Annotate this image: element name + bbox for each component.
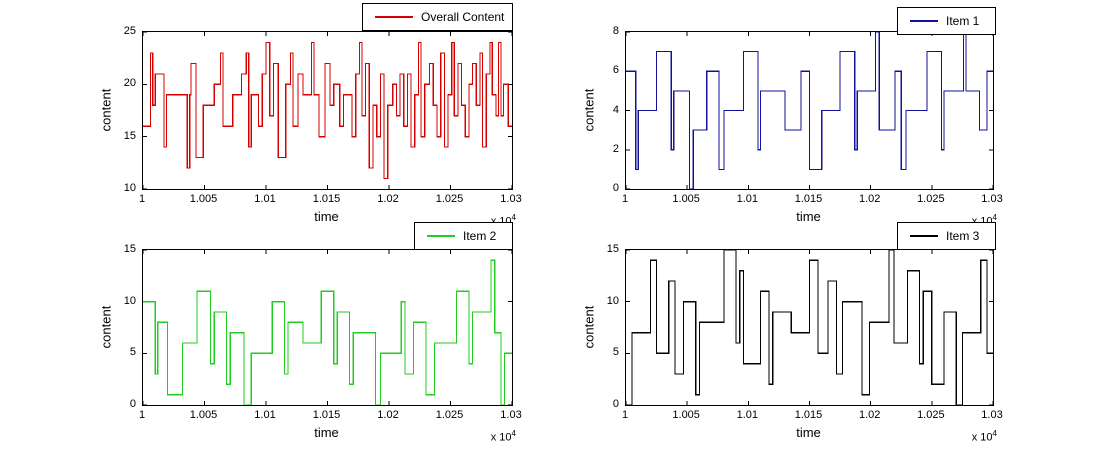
legend-box: Overall Content — [362, 3, 513, 31]
y-tick-label: 2 — [612, 142, 619, 155]
x-tick-label: 1.02 — [377, 409, 399, 421]
x-exponent-label: x 104 — [490, 429, 516, 444]
y-tick-label: 0 — [612, 398, 619, 410]
y-tick-label: 5 — [612, 346, 619, 359]
x-exponent-label: x 104 — [971, 429, 997, 444]
y-tick-label: 10 — [606, 294, 619, 307]
legend-line-sample — [375, 16, 413, 18]
x-axis-label: time — [314, 209, 339, 224]
x-tick-label: 1.015 — [312, 409, 341, 421]
y-tick-label: 10 — [123, 294, 136, 307]
legend-label: Item 2 — [463, 229, 497, 243]
legend-box: Item 1 — [897, 7, 996, 35]
x-tick-label: 1.01 — [736, 193, 759, 205]
plot-box — [625, 31, 994, 190]
legend-line-sample — [427, 235, 455, 237]
x-tick-label: 1.025 — [917, 409, 945, 421]
x-tick-label: 1.02 — [377, 193, 399, 205]
legend-line-sample — [910, 235, 938, 237]
series-line — [626, 250, 993, 405]
y-tick-label: 0 — [612, 182, 619, 194]
x-tick-label: 1 — [138, 193, 146, 205]
x-tick-label: 1.02 — [858, 193, 881, 205]
plot-box — [142, 249, 513, 406]
legend-label: Item 3 — [946, 229, 980, 243]
item-2-stairs-line — [143, 250, 512, 405]
x-tick-label: 1.03 — [981, 409, 1003, 421]
x-tick-label: 1.005 — [189, 193, 218, 205]
x-tick-label: 1.005 — [672, 409, 700, 421]
y-tick-label: 10 — [123, 182, 136, 194]
x-tick-label: 1.015 — [794, 193, 823, 205]
y-tick-label: 5 — [129, 346, 136, 359]
overall-content-stairs-line — [143, 32, 512, 189]
plot-box — [625, 249, 994, 406]
x-tick-label: 1.005 — [672, 193, 700, 205]
x-tick-label: 1 — [621, 409, 629, 421]
y-axis-label: content — [581, 305, 597, 348]
series-line — [143, 41, 512, 180]
plot-box — [142, 31, 513, 190]
y-tick-label: 8 — [612, 25, 619, 37]
y-tick-label: 4 — [612, 103, 619, 116]
x-tick-label: 1 — [621, 193, 629, 205]
y-axis-label: content — [98, 88, 114, 131]
y-tick-label: 20 — [123, 77, 136, 90]
legend-label: Overall Content — [421, 10, 505, 24]
legend-label: Item 1 — [946, 14, 980, 28]
y-tick-label: 6 — [612, 64, 619, 77]
legend-box: Item 2 — [414, 222, 513, 250]
y-tick-label: 0 — [129, 398, 136, 410]
x-tick-label: 1.02 — [858, 409, 881, 421]
y-axis-label: content — [581, 88, 597, 131]
x-axis-label: time — [314, 425, 339, 440]
item-3-stairs-line — [626, 250, 993, 405]
x-tick-label: 1.03 — [500, 409, 522, 421]
legend-line-sample — [910, 20, 938, 22]
y-tick-label: 25 — [123, 25, 136, 37]
y-axis-label: content — [98, 305, 114, 348]
x-tick-label: 1.01 — [736, 409, 759, 421]
y-tick-label: 15 — [123, 243, 136, 255]
series-line — [626, 32, 993, 189]
x-tick-label: 1.015 — [312, 193, 341, 205]
y-tick-label: 15 — [606, 243, 619, 255]
x-tick-label: 1.01 — [254, 193, 276, 205]
x-tick-label: 1.025 — [917, 193, 945, 205]
x-axis-label: time — [796, 209, 821, 224]
x-tick-label: 1.025 — [435, 409, 464, 421]
x-axis-label: time — [796, 425, 821, 440]
x-tick-label: 1.015 — [794, 409, 823, 421]
x-tick-label: 1.01 — [254, 409, 276, 421]
item-1-stairs-line — [626, 32, 993, 189]
legend-box: Item 3 — [897, 222, 996, 250]
x-tick-label: 1.03 — [981, 193, 1003, 205]
x-tick-label: 1.005 — [189, 409, 218, 421]
y-tick-label: 15 — [123, 129, 136, 142]
x-tick-label: 1.03 — [500, 193, 522, 205]
x-tick-label: 1.025 — [435, 193, 464, 205]
x-tick-label: 1 — [138, 409, 146, 421]
series-line — [143, 259, 512, 405]
axis-tick-marks — [143, 32, 512, 189]
